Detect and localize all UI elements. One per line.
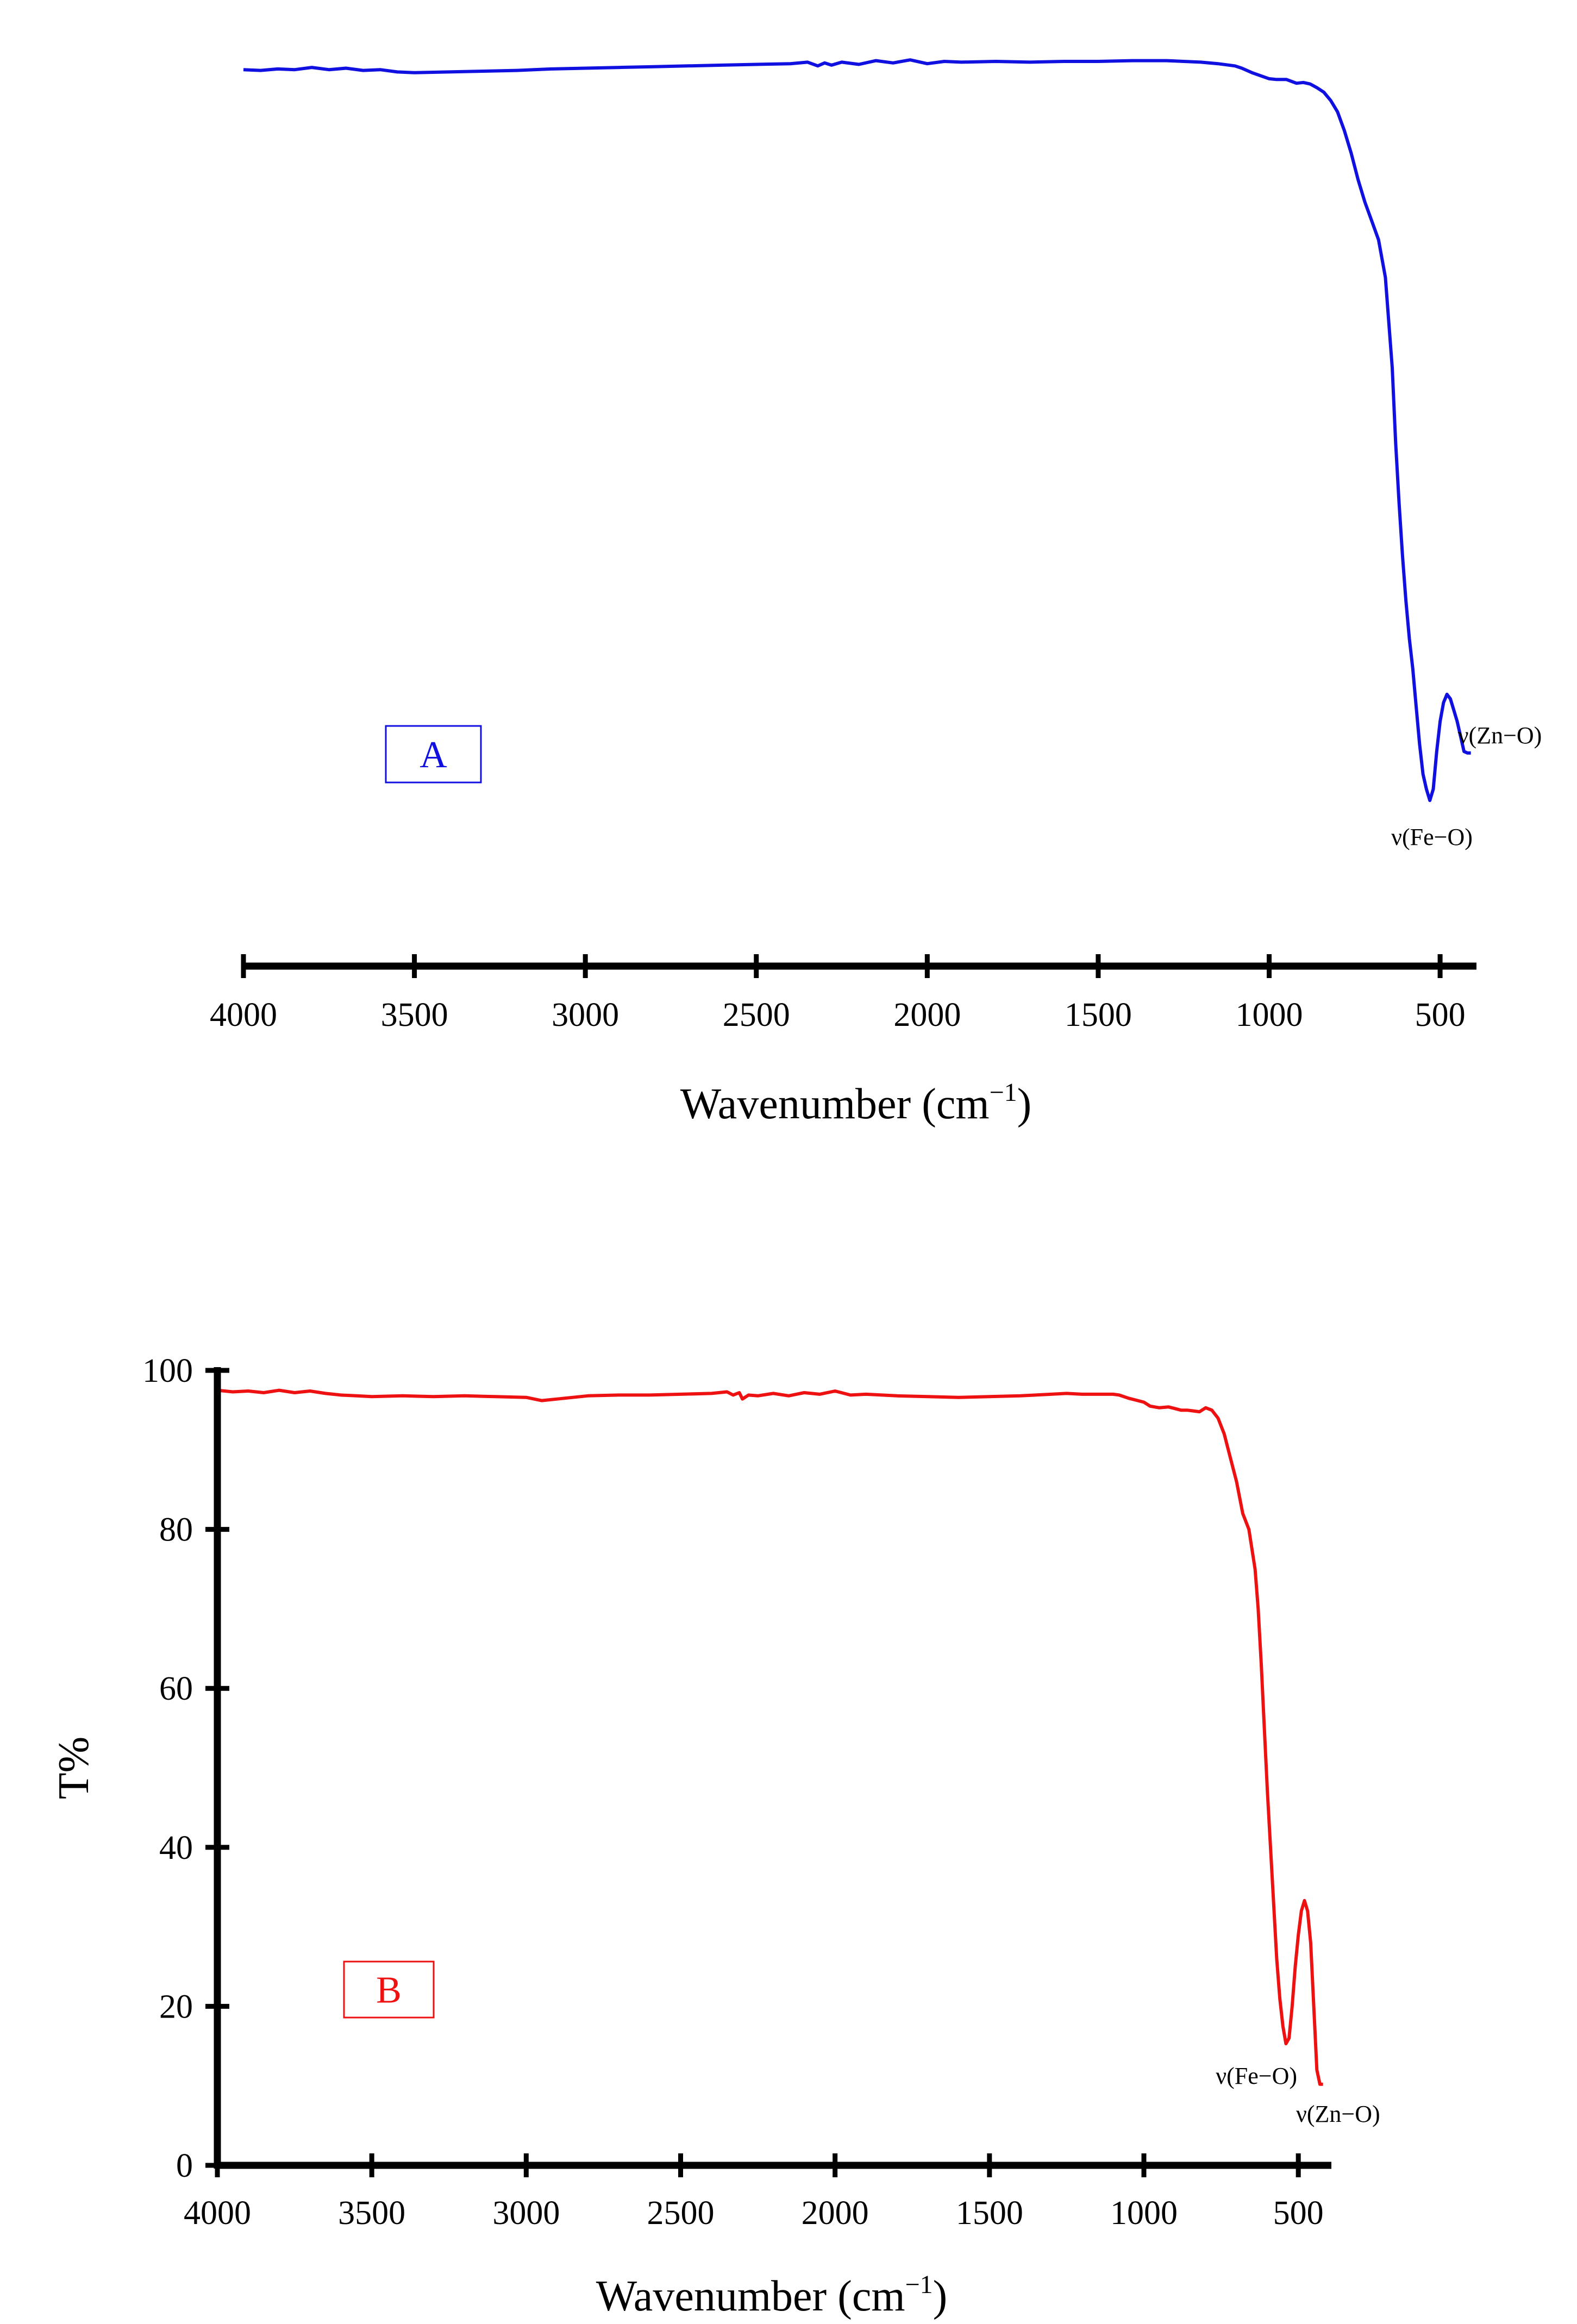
x-tick-label: 2500 [723, 997, 790, 1033]
y-tick-label: 60 [159, 1670, 193, 1707]
panel-label: A [420, 734, 447, 776]
x-tick-label: 1000 [1236, 997, 1303, 1033]
x-tick-label: 500 [1415, 997, 1466, 1033]
y-tick-label: 100 [142, 1352, 193, 1389]
x-tick-label: 500 [1273, 2195, 1324, 2232]
spectrum-line-a [243, 58, 1471, 803]
x-axis-title: Wavenumber (cm−1) [680, 1078, 1032, 1128]
x-tick-label: 3500 [338, 2195, 405, 2232]
x-tick-label: 3500 [381, 997, 448, 1033]
peak-annotation: ν(Zn−O) [1296, 2101, 1380, 2127]
y-tick-label: 20 [159, 1988, 193, 2025]
x-tick-label: 1000 [1110, 2195, 1178, 2232]
x-axis-title: Wavenumber (cm−1) [596, 2270, 948, 2320]
peak-annotation: ν(Fe−O) [1216, 2063, 1297, 2089]
peak-annotation: ν(Fe−O) [1391, 824, 1473, 850]
peak-annotation: ν(Zn−O) [1458, 722, 1542, 749]
y-tick-label: 0 [176, 2147, 193, 2184]
panel-label-box [385, 725, 482, 784]
panel-b: 4000 3500 3000 2500 2000 1500 1000 500Wavenumbe… [50, 1352, 1380, 2320]
x-tick-label: 4000 [210, 997, 277, 1033]
x-tick-label: 4000 [184, 2195, 251, 2232]
x-tick-label: 3000 [552, 997, 619, 1033]
x-tick-label: 2000 [893, 997, 961, 1033]
panel-label: B [376, 1970, 402, 2012]
x-tick-label: 1500 [956, 2195, 1023, 2232]
spectrum-line-b [217, 1388, 1323, 2086]
x-tick-label: 3000 [492, 2195, 560, 2232]
panel-label-box [343, 1960, 435, 2019]
y-tick-label: 40 [159, 1830, 193, 1866]
panel-a: 4000 3500 3000 2500 2000 1500 1000 500 Wavenumbe… [210, 58, 1542, 1128]
x-tick-label: 1500 [1065, 997, 1132, 1033]
y-axis-title: T% [50, 1737, 98, 1800]
x-tick-label: 2000 [802, 2195, 869, 2232]
x-tick-label: 2500 [647, 2195, 715, 2232]
y-tick-label: 80 [159, 1512, 193, 1549]
